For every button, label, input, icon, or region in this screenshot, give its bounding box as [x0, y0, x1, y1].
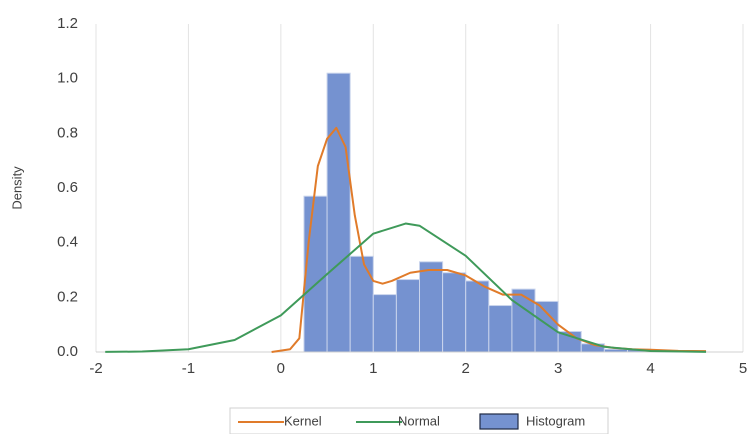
histogram-bar	[557, 331, 582, 353]
histogram-bar	[419, 261, 444, 353]
y-tick-label: 0.0	[57, 343, 78, 360]
y-tick-label: 0.8	[57, 124, 78, 141]
histogram-bar	[511, 288, 536, 353]
y-tick-label: 0.4	[57, 234, 78, 251]
y-axis-label: Density	[9, 166, 24, 210]
histogram-bar	[349, 255, 374, 353]
y-tick-label: 0.2	[57, 288, 78, 305]
histogram-bar	[488, 305, 513, 353]
density-line	[105, 222, 707, 353]
y-tick-label: 1.2	[57, 15, 78, 32]
histogram-bar	[534, 300, 559, 353]
histogram-bar	[326, 72, 351, 353]
x-tick-label: 2	[462, 360, 470, 377]
x-tick-label: 5	[739, 360, 747, 377]
x-tick-label: 0	[277, 360, 285, 377]
legend-label: Histogram	[526, 413, 585, 428]
y-tick-label: 1.0	[57, 70, 78, 87]
y-tick-label: 0.6	[57, 179, 78, 196]
x-tick-label: 3	[554, 360, 562, 377]
legend-swatch	[479, 413, 519, 430]
histogram-bar	[395, 279, 420, 353]
x-tick-label: -1	[182, 360, 195, 377]
legend-label: Normal	[398, 413, 440, 428]
legend-label: Kernel	[284, 413, 322, 428]
histogram-bar	[465, 280, 490, 353]
histogram-bar	[372, 294, 397, 353]
histogram-bar	[303, 195, 328, 353]
x-tick-label: 1	[369, 360, 377, 377]
x-tick-label: -2	[89, 360, 102, 377]
x-tick-label: 4	[646, 360, 654, 377]
legend-box	[229, 407, 609, 434]
histogram-bar	[442, 272, 467, 353]
